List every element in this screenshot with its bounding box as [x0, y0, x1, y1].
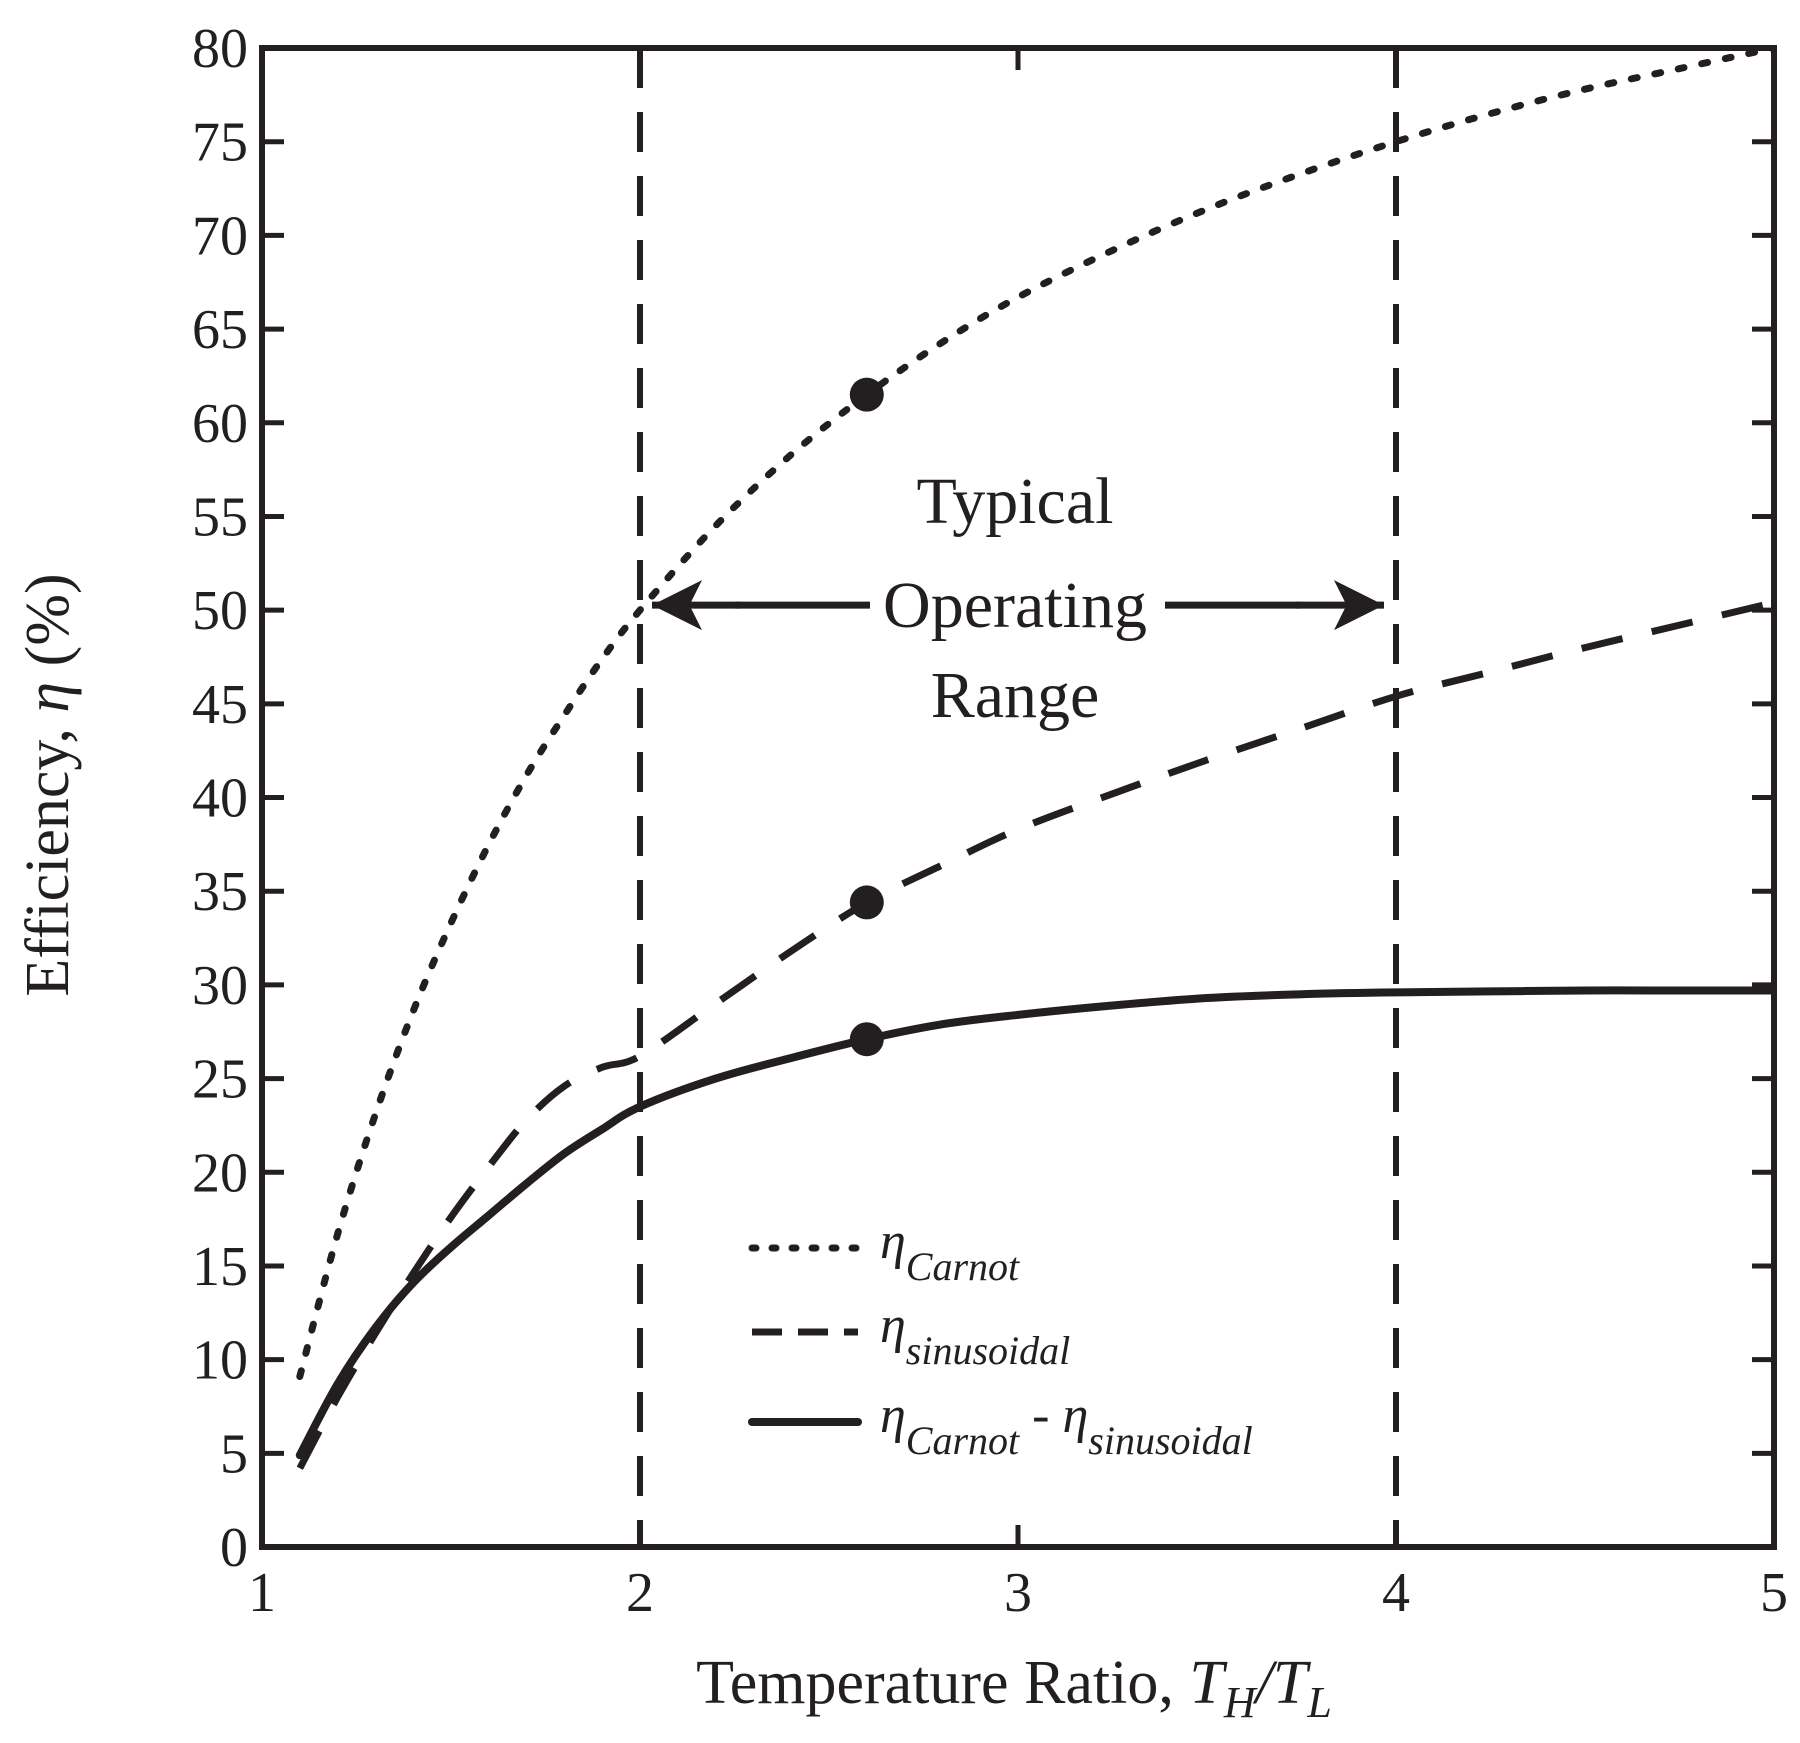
y-tick-label: 50: [192, 580, 248, 642]
x-tick-label: 2: [626, 1562, 654, 1624]
design-point-marker-2: [849, 885, 884, 920]
y-tick-label: 45: [192, 674, 248, 736]
carnot-series-line: [296, 48, 1774, 1380]
y-tick-label: 55: [192, 486, 248, 548]
y-tick-label: 0: [220, 1517, 248, 1579]
legend: ηCarnot ηsinusoidal ηCarnot - ηsinusoidal: [748, 1213, 1253, 1463]
annotation-line-range: Range: [931, 659, 1100, 732]
y-tick-label: 15: [192, 1236, 248, 1298]
legend-label-1: ηCarnot: [880, 1213, 1020, 1289]
design-point-marker-1: [849, 377, 884, 412]
x-tick-label: 1: [248, 1562, 276, 1624]
axis-labels: Temperature Ratio, TH/TL Efficiency, η (…: [14, 573, 1332, 1727]
y-tick-label: 60: [192, 393, 248, 455]
design-point-marker-3: [849, 1022, 884, 1057]
x-tick-label: 5: [1760, 1562, 1788, 1624]
y-tick-label: 80: [192, 18, 248, 80]
y-tick-label: 75: [192, 112, 248, 174]
x-axis-label: Temperature Ratio, TH/TL: [696, 1649, 1332, 1727]
plot-area: [295, 48, 1774, 1547]
y-tick-label: 10: [192, 1330, 248, 1392]
annotation-line-typical: Typical: [917, 465, 1114, 538]
sinusoidal-series-line: [296, 599, 1774, 1470]
y-tick-label: 40: [192, 768, 248, 830]
y-tick-label: 25: [192, 1049, 248, 1111]
y-tick-label: 35: [192, 861, 248, 923]
y-tick-label: 5: [220, 1423, 248, 1485]
legend-label-3: ηCarnot - ηsinusoidal: [880, 1387, 1253, 1463]
y-tick-label: 65: [192, 299, 248, 361]
difference-series-line: [295, 986, 1774, 1460]
y-tick-label: 70: [192, 205, 248, 267]
legend-label-2: ηsinusoidal: [880, 1297, 1070, 1373]
axes-frame: [259, 45, 1777, 1550]
y-tick-label: 20: [192, 1142, 248, 1204]
operating-range-annotation: Typical Operating Range: [652, 465, 1384, 732]
y-tick-label: 30: [192, 955, 248, 1017]
x-tick-label: 4: [1382, 1562, 1410, 1624]
annotation-line-operating: Operating: [883, 569, 1147, 642]
x-tick-label: 3: [1004, 1562, 1032, 1624]
y-axis-label: Efficiency, η (%): [14, 573, 82, 996]
